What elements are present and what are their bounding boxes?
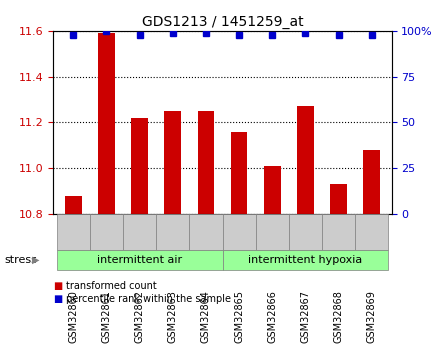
Text: intermittent hypoxia: intermittent hypoxia [248,255,363,265]
Text: stress: stress [4,255,37,265]
Bar [65,196,81,214]
Text: ▶: ▶ [32,255,40,265]
Bar [330,184,347,214]
Bar [131,118,148,214]
Text: ■: ■ [53,281,63,290]
Bar [165,111,181,214]
Bar [297,107,314,214]
Bar [264,166,280,214]
Bar [198,111,214,214]
Text: percentile rank within the sample: percentile rank within the sample [66,295,231,304]
Bar [98,33,115,214]
Text: transformed count: transformed count [66,281,157,290]
Text: intermittent air: intermittent air [97,255,182,265]
Bar [231,132,247,214]
Title: GDS1213 / 1451259_at: GDS1213 / 1451259_at [142,14,303,29]
Text: ■: ■ [53,295,63,304]
Bar [364,150,380,214]
